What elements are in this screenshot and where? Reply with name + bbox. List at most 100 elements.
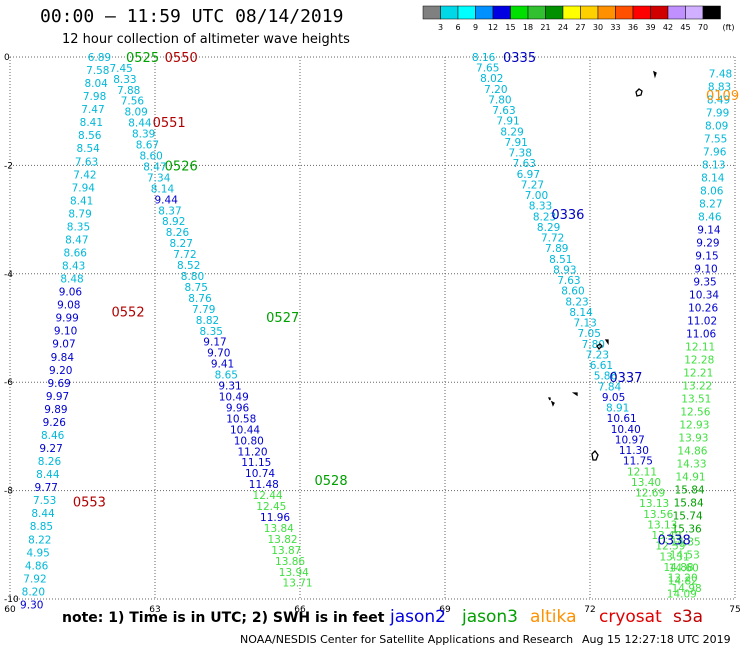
swh-value: 8.60 <box>139 150 162 162</box>
swh-value: 8.56 <box>78 130 102 142</box>
swh-value: 9.35 <box>693 276 716 288</box>
colorbar-tick-label: 27 <box>575 23 585 32</box>
pass-number-label: 0336 <box>551 208 584 223</box>
pass-number-label: 0552 <box>112 306 145 321</box>
swh-value: 7.23 <box>586 349 609 361</box>
swh-value: 11.15 <box>241 457 271 469</box>
colorbar-tick-label: 33 <box>610 23 620 32</box>
swh-value: 8.51 <box>549 254 572 266</box>
colorbar-swatch <box>615 5 634 20</box>
swh-value: 8.39 <box>132 129 155 141</box>
lat-tick-label: -6 <box>4 378 13 388</box>
swh-value: 8.33 <box>113 74 136 86</box>
swh-value: 9.05 <box>602 392 625 404</box>
swh-value: 6.61 <box>590 360 613 372</box>
swh-value: 12.45 <box>256 501 286 513</box>
swh-value: 10.44 <box>230 424 260 436</box>
colorbar-swatch <box>650 5 669 20</box>
swh-value: 9.26 <box>43 417 67 429</box>
swh-value: 8.26 <box>38 456 62 468</box>
swh-value: 7.94 <box>72 182 96 194</box>
swh-value: 12.93 <box>679 419 709 431</box>
lat-tick-label: -4 <box>4 270 13 280</box>
swh-value: 7.42 <box>73 169 96 181</box>
colorbar-swatch <box>580 5 599 20</box>
swh-value: 8.92 <box>162 216 185 228</box>
page-subtitle: 12 hour collection of altimeter wave hei… <box>62 32 350 47</box>
colorbar-tick-label: 9 <box>473 23 478 32</box>
swh-value: 14.98 <box>672 583 702 595</box>
swh-value: 7.88 <box>117 85 140 97</box>
legend-cryosat: cryosat <box>599 607 662 627</box>
swh-value: 8.35 <box>67 221 90 233</box>
swh-value: 7.72 <box>541 233 564 245</box>
swh-value: 7.00 <box>525 190 548 202</box>
swh-value: 7.99 <box>706 107 729 119</box>
swh-value: 12.28 <box>684 354 714 366</box>
pass-number-label: 0337 <box>609 371 642 386</box>
swh-value: 7.05 <box>578 328 601 340</box>
swh-value: 8.29 <box>537 222 560 234</box>
swh-value: 8.83 <box>708 81 731 93</box>
swh-value: 14.60 <box>669 563 699 575</box>
swh-value: 8.60 <box>561 286 584 298</box>
swh-value: 13.86 <box>275 556 305 568</box>
swh-value: 8.44 <box>36 469 60 481</box>
swh-value: 14.86 <box>677 445 707 457</box>
colorbar-tick-label: 24 <box>558 23 568 32</box>
colorbar-tick-label: 45 <box>680 23 690 32</box>
swh-value: 7.34 <box>147 172 171 184</box>
swh-value: 14.82 <box>668 576 698 588</box>
swh-value: 8.06 <box>700 185 724 197</box>
swh-value: 7.20 <box>484 84 507 96</box>
colorbar-swatch <box>510 5 529 20</box>
swh-value: 9.44 <box>155 194 179 206</box>
swh-value: 9.96 <box>226 402 250 414</box>
colorbar-tick-label: 12 <box>488 23 498 32</box>
note-text: note: 1) Time is in UTC; 2) SWH is in fe… <box>62 610 385 626</box>
lon-tick-label: 63 <box>149 605 160 615</box>
swh-value: 8.09 <box>705 120 728 132</box>
swh-value: 7.48 <box>709 68 732 80</box>
swh-value: 7.63 <box>75 156 98 168</box>
swh-value: 14.91 <box>676 472 706 484</box>
colorbar-tick-label: 15 <box>505 23 515 32</box>
swh-value: 9.30 <box>20 599 43 611</box>
swh-value: 7.38 <box>509 148 532 160</box>
pass-number-label: 0550 <box>165 51 198 66</box>
swh-value: 10.58 <box>226 413 256 425</box>
swh-value: 8.66 <box>64 248 88 260</box>
swh-value: 11.20 <box>238 446 268 458</box>
swh-value: 8.41 <box>70 195 93 207</box>
swh-value: 8.02 <box>480 73 503 85</box>
colorbar-swatch <box>527 5 546 20</box>
footer-credit: NOAA/NESDIS Center for Satellite Applica… <box>240 633 574 646</box>
colorbar-swatch <box>702 5 721 20</box>
swh-value: 13.31 <box>659 551 689 563</box>
pass-number-label: 0525 <box>126 51 159 66</box>
swh-value: 4.95 <box>26 547 49 559</box>
colorbar-swatch <box>597 5 616 20</box>
colorbar-tick-label: 39 <box>645 23 655 32</box>
swh-value: 8.37 <box>158 205 181 217</box>
swh-value: 4.86 <box>25 560 49 572</box>
swh-value: 8.80 <box>181 271 204 283</box>
colorbar-tick-label: 36 <box>628 23 638 32</box>
swh-value: 15.74 <box>673 511 703 523</box>
lon-tick-label: 66 <box>294 605 306 615</box>
swh-value: 14.09 <box>667 589 697 601</box>
swh-value: 8.26 <box>166 227 190 239</box>
swh-value: 12.21 <box>683 367 713 379</box>
swh-value: 6.89 <box>88 52 111 64</box>
swh-value: 7.63 <box>492 105 515 117</box>
colorbar-tick-label: 70 <box>698 23 708 32</box>
swh-value: 13.87 <box>271 545 301 557</box>
swh-value: 7.72 <box>173 249 196 261</box>
swh-value: 9.08 <box>57 300 80 312</box>
colorbar-swatch <box>440 5 459 20</box>
colorbar-tick-label: 6 <box>455 23 460 32</box>
page-title: 00:00 – 11:59 UTC 08/14/2019 <box>40 6 344 27</box>
swh-value: 7.92 <box>23 573 46 585</box>
lon-tick-label: 69 <box>439 605 451 615</box>
swh-value: 9.31 <box>218 381 241 393</box>
